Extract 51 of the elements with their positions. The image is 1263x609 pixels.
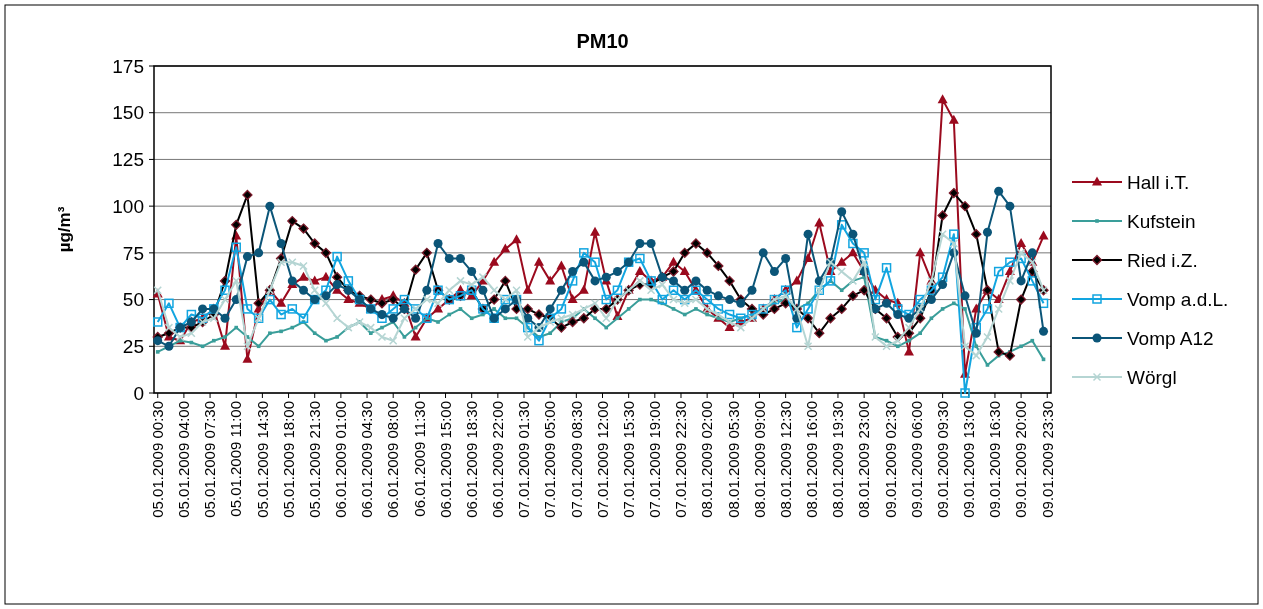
legend-label: Vomp a.d.L. (1127, 288, 1229, 310)
x-tick-label: 05.01.2009 04:00 (175, 401, 193, 518)
x-tick-label: 05.01.2009 21:30 (305, 401, 323, 518)
x-tick-label: 05.01.2009 07:30 (201, 401, 219, 518)
x-tick-label: 06.01.2009 22:00 (489, 401, 507, 518)
x-tick-label: 05.01.2009 00:30 (148, 401, 166, 518)
x-tick-label: 08.01.2009 09:00 (750, 401, 768, 518)
x-tick-label: 08.01.2009 16:00 (803, 401, 821, 518)
x-tick-label: 07.01.2009 22:30 (672, 401, 690, 518)
legend-label: Ried i.Z. (1127, 249, 1198, 271)
x-tick-label: 07.01.2009 01:30 (515, 401, 533, 518)
x-tick-label: 09.01.2009 23:30 (1038, 401, 1056, 518)
x-tick-label: 08.01.2009 19:30 (829, 401, 847, 518)
y-tick-label: 150 (112, 102, 144, 124)
x-tick-label: 06.01.2009 15:00 (436, 401, 454, 518)
x-tick-label: 05.01.2009 11:00 (227, 401, 245, 517)
x-tick-label: 05.01.2009 14:30 (253, 401, 271, 518)
x-tick-label: 08.01.2009 05:30 (724, 401, 742, 518)
x-tick-label: 09.01.2009 06:00 (907, 401, 925, 518)
x-tick-label: 08.01.2009 02:00 (698, 401, 716, 518)
y-tick-label: 50 (122, 289, 144, 311)
x-tick-label: 09.01.2009 13:00 (960, 401, 978, 518)
y-tick-label: 0 (133, 382, 144, 404)
y-tick-label: 175 (112, 55, 144, 77)
x-tick-label: 07.01.2009 05:00 (541, 401, 559, 518)
legend-label: Kufstein (1127, 210, 1196, 232)
x-tick-label: 08.01.2009 12:30 (776, 401, 794, 518)
legend-label: Wörgl (1127, 366, 1177, 388)
y-tick-label: 125 (112, 149, 144, 171)
x-tick-label: 06.01.2009 18:30 (462, 401, 480, 518)
legend-label: Vomp A12 (1127, 327, 1214, 349)
x-tick-label: 09.01.2009 09:30 (933, 401, 951, 518)
y-tick-label: 25 (122, 335, 144, 357)
chart-title: PM10 (576, 30, 629, 52)
x-tick-label: 07.01.2009 12:00 (593, 401, 611, 518)
x-tick-label: 07.01.2009 08:30 (567, 401, 585, 518)
x-tick-label: 06.01.2009 04:30 (358, 401, 376, 518)
x-tick-label: 09.01.2009 02:30 (881, 401, 899, 518)
y-tick-label: 75 (122, 242, 144, 264)
x-tick-label: 06.01.2009 01:00 (332, 401, 350, 518)
x-tick-label: 08.01.2009 23:00 (855, 401, 873, 518)
x-tick-label: 06.01.2009 08:00 (384, 401, 402, 518)
x-tick-label: 09.01.2009 20:00 (1012, 401, 1030, 518)
legend-label: Hall i.T. (1127, 171, 1190, 193)
x-tick-label: 07.01.2009 19:00 (646, 401, 664, 518)
y-axis-title: µg/m³ (55, 206, 74, 253)
x-tick-label: 09.01.2009 16:30 (986, 401, 1004, 518)
x-tick-label: 05.01.2009 18:00 (279, 401, 297, 518)
x-tick-label: 06.01.2009 11:30 (410, 401, 428, 517)
x-tick-label: 07.01.2009 15:30 (619, 401, 637, 518)
y-tick-label: 100 (112, 195, 144, 217)
